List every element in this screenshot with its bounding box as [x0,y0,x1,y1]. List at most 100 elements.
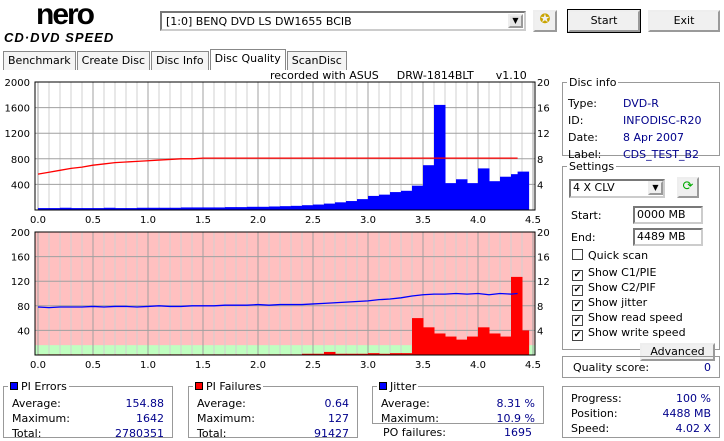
checkmark-icon[interactable]: ✔ [572,285,583,296]
speed-select-value: 4 X CLV [573,181,615,194]
pif-max-value: 127 [328,412,349,425]
pie-bar [335,202,347,210]
quick-scan-checkbox[interactable]: Quick scan [572,249,648,262]
pif-bar [324,351,336,355]
pif-bar [500,336,512,355]
checkmark-icon[interactable]: ✔ [572,315,583,326]
position-label: Position: [571,407,618,420]
checkmark-icon[interactable]: ✔ [572,270,583,281]
exit-button[interactable]: Exit [648,10,720,32]
pi-failures-title: PI Failures [193,380,263,393]
pif-bar [346,353,358,355]
pie-bar [60,207,72,210]
x-tick-label: 2.5 [305,360,321,371]
show-write-speed-checkbox[interactable]: ✔ Show write speed [572,326,686,341]
label-value: CDS_TEST_B2 [623,148,700,161]
speed-label: Speed: [571,422,610,435]
pie-bar [137,207,149,210]
tab-create-disc[interactable]: Create Disc [76,51,151,70]
plot-frame [34,231,536,356]
pif-bar [401,353,413,355]
drive-select[interactable]: [1:0] BENQ DVD LS DW1655 BCIB ▼ [160,11,526,31]
pie-avg-label: Average: [12,397,61,410]
pie-bar [71,208,83,210]
chevron-down-icon[interactable]: ▼ [508,14,523,28]
pif-bar [511,276,523,355]
pif-bar [412,318,424,355]
pie-bar [390,192,402,210]
pif-total-label: Total: [197,427,227,440]
speed-value: 4.02 X [675,422,711,435]
recorder-version: v1.10 [495,69,527,82]
tab-scandisc[interactable]: ScanDisc [286,51,347,70]
pi-errors-group: PI Errors Average: 154.88 Maximum: 1642 To… [3,380,173,440]
checkbox-label: Show C2/PIF [588,281,656,294]
pie-bar [93,208,105,210]
jitter-line [37,292,518,309]
recorded-with-text: recorded with ASUS [270,69,379,82]
pie-bar [500,176,512,210]
disc-info-title: Disc info [569,76,617,89]
pie-bar [49,208,61,210]
pie-bar [38,208,50,210]
tab-benchmark[interactable]: Benchmark [3,51,76,70]
show-read-speed-checkbox[interactable]: ✔ Show read speed [572,311,683,326]
drive-info-button[interactable]: ✪ [533,10,557,32]
show-c2-pif-checkbox[interactable]: ✔ Show C2/PIF [572,281,656,296]
pie-total-value: 2780351 [115,427,164,440]
checkbox-label: Show write speed [588,326,686,339]
pie-bar [401,190,413,210]
y2-tick-label: 20 [537,78,550,89]
end-input[interactable]: 4489 MB [633,228,703,246]
tab-disc-info[interactable]: Disc Info [151,51,209,70]
jitter-group: Jitter Average: 8.31 % Maximum: 10.9 % [372,380,544,425]
pif-max-label: Maximum: [197,412,255,425]
pie-bar [269,206,281,210]
pie-bar [445,183,457,210]
pie-total-label: Total: [12,427,42,440]
speed-select[interactable]: 4 X CLV ▼ [569,179,665,198]
checkmark-icon[interactable]: ✔ [572,330,583,341]
start-label: Start: [571,209,602,222]
pie-avg-value: 154.88 [125,397,165,410]
pif-jitter-chart: 40 80 120 160 200 4 8 12 16 20 0.0 0.5 1.0 1.5 2.0 2.5 3… [11,228,550,371]
refresh-button[interactable]: ⟳ [677,177,699,198]
checkbox-icon[interactable] [572,249,583,260]
checkmark-icon[interactable]: ✔ [572,300,583,311]
pie-bar [148,207,160,210]
y-tick-label: 1600 [5,104,30,115]
show-jitter-checkbox[interactable]: ✔ Show jitter [572,296,647,311]
chevron-down-icon[interactable]: ▼ [648,181,663,195]
jitter-avg-label: Average: [381,397,430,410]
pie-bar [302,205,314,210]
disc-icon: ✪ [539,12,551,27]
pie-bar [258,206,270,210]
x-tick-label: 4.0 [470,360,486,371]
show-c1-pie-checkbox[interactable]: ✔ Show C1/PIE [572,266,656,281]
charts: 400 800 1200 1600 2000 4 8 12 16 20 0.0 0.5 1.0 1.5 2.… [5,78,550,371]
x-tick-label: 3.0 [360,360,376,371]
pif-bar [517,330,530,355]
jitter-max-label: Maximum: [381,412,439,425]
y2-tick-label: 4 [537,326,543,337]
y-tick-label: 80 [17,302,30,313]
checkbox-label: Quick scan [588,249,649,262]
pif-bar [357,353,369,355]
pif-bar [368,353,380,355]
pif-bar [434,333,446,355]
y2-tick-label: 16 [537,104,550,115]
tab-disc-quality[interactable]: Disc Quality [209,49,286,70]
pie-bar [291,205,303,210]
pif-bar [379,353,391,355]
x-tick-label: 2.0 [250,360,266,371]
pie-bar [517,171,530,210]
y-tick-label: 40 [17,326,30,337]
start-input[interactable]: 0000 MB [633,206,703,224]
id-value: INFODISC-R20 [623,114,702,127]
y-tick-label: 200 [11,228,30,239]
date-label: Date: [568,131,598,144]
pie-bar [280,206,292,210]
x-tick-label: 1.0 [140,215,156,226]
settings-group: Settings 4 X CLV ▼ ⟳ Start: 0000 MB End: … [562,160,720,361]
start-button[interactable]: Start [567,9,641,33]
